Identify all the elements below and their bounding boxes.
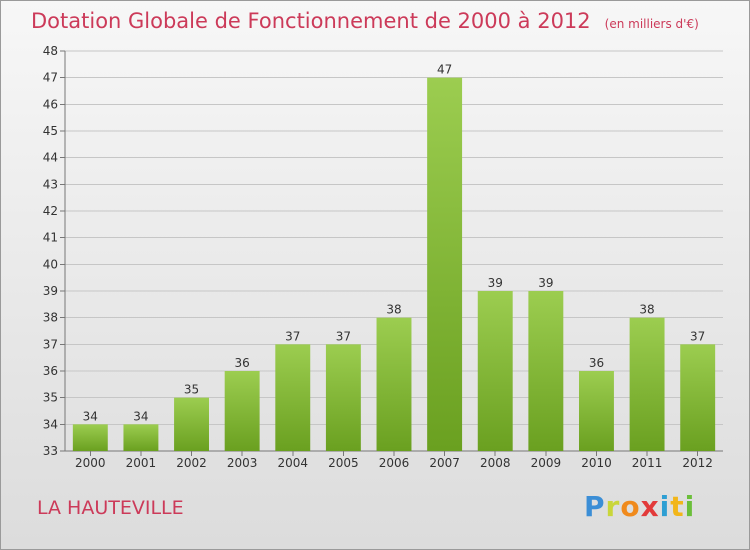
bar bbox=[427, 77, 463, 452]
bar-value-label: 35 bbox=[184, 383, 199, 397]
bar bbox=[275, 344, 311, 451]
logo-letter: o bbox=[620, 490, 641, 523]
bar bbox=[578, 371, 614, 451]
y-tick-label: 47 bbox=[43, 71, 58, 85]
logo-letter: P bbox=[584, 490, 606, 523]
x-tick-label: 2012 bbox=[682, 456, 713, 470]
bar bbox=[72, 424, 108, 451]
x-tick-label: 2000 bbox=[75, 456, 106, 470]
bar-value-label: 38 bbox=[639, 303, 654, 317]
y-tick-label: 41 bbox=[43, 231, 58, 245]
bar bbox=[123, 424, 159, 451]
bar-value-label: 39 bbox=[488, 276, 503, 290]
bar bbox=[174, 397, 210, 451]
y-tick-label: 43 bbox=[43, 177, 58, 191]
x-tick-label: 2007 bbox=[429, 456, 460, 470]
logo-letter: i bbox=[659, 490, 671, 523]
x-tick-label: 2005 bbox=[328, 456, 359, 470]
proxiti-logo: Proxiti bbox=[584, 490, 695, 523]
bar-value-label: 34 bbox=[83, 409, 98, 423]
chart-title: Dotation Globale de Fonctionnement de 20… bbox=[31, 9, 699, 33]
x-tick-label: 2001 bbox=[126, 456, 157, 470]
y-tick-label: 45 bbox=[43, 124, 58, 138]
x-tick-label: 2004 bbox=[277, 456, 308, 470]
bar-value-label: 37 bbox=[285, 329, 300, 343]
x-tick-label: 2006 bbox=[379, 456, 410, 470]
y-tick-label: 38 bbox=[43, 311, 58, 325]
bar bbox=[224, 371, 260, 451]
bar bbox=[477, 291, 513, 451]
x-tick-label: 2002 bbox=[176, 456, 207, 470]
bar-value-label: 38 bbox=[386, 303, 401, 317]
bar-value-label: 37 bbox=[336, 329, 351, 343]
bar-value-label: 47 bbox=[437, 63, 452, 77]
logo-letter: r bbox=[605, 490, 621, 523]
bar bbox=[629, 317, 665, 451]
bar bbox=[528, 291, 564, 451]
commune-name: LA HAUTEVILLE bbox=[37, 497, 184, 519]
y-tick-label: 40 bbox=[43, 257, 58, 271]
y-tick-label: 42 bbox=[43, 204, 58, 218]
bar-value-label: 36 bbox=[589, 356, 604, 370]
y-tick-label: 39 bbox=[43, 284, 58, 298]
y-tick-label: 34 bbox=[43, 417, 58, 431]
y-tick-label: 48 bbox=[43, 44, 58, 58]
title-text: Dotation Globale de Fonctionnement de 20… bbox=[31, 9, 591, 33]
bar bbox=[376, 317, 412, 451]
bar-value-label: 37 bbox=[690, 329, 705, 343]
y-tick-label: 36 bbox=[43, 364, 58, 378]
bar-value-label: 39 bbox=[538, 276, 553, 290]
x-tick-label: 2010 bbox=[581, 456, 612, 470]
bars bbox=[72, 77, 716, 452]
x-tick-label: 2011 bbox=[632, 456, 663, 470]
y-tick-label: 37 bbox=[43, 337, 58, 351]
bar-value-label: 34 bbox=[133, 409, 148, 423]
logo-letter: t bbox=[670, 490, 685, 523]
x-tick-label: 2008 bbox=[480, 456, 511, 470]
bar bbox=[325, 344, 361, 451]
bar-value-label: 36 bbox=[235, 356, 250, 370]
y-tick-label: 33 bbox=[43, 444, 58, 458]
logo-letter: x bbox=[640, 490, 660, 523]
logo-letter: i bbox=[684, 490, 696, 523]
y-tick-label: 35 bbox=[43, 391, 58, 405]
labels: 33 34 35 36 37 38 39 40 41 42 43 44 45 46 47 48 34 2000 34… bbox=[43, 44, 713, 470]
bar bbox=[680, 344, 716, 451]
y-tick-label: 46 bbox=[43, 97, 58, 111]
x-tick-label: 2009 bbox=[531, 456, 562, 470]
x-tick-label: 2003 bbox=[227, 456, 258, 470]
unit-label: (en milliers d'€) bbox=[604, 17, 699, 31]
y-tick-label: 44 bbox=[43, 151, 58, 165]
